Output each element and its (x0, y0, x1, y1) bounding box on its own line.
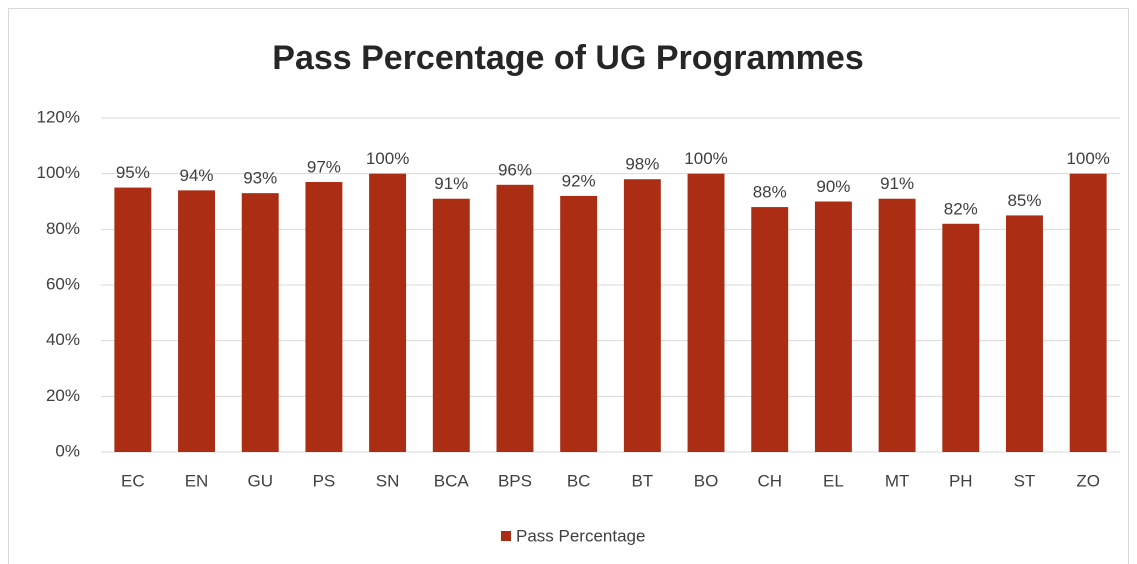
data-label: 96% (498, 160, 532, 179)
x-tick-label: BO (694, 471, 719, 490)
data-label: 88% (753, 183, 787, 202)
bar (878, 198, 916, 452)
bar (751, 207, 789, 452)
bar (114, 187, 152, 453)
x-tick-label: SN (376, 471, 400, 490)
y-tick-label: 20% (46, 386, 80, 405)
x-tick-label: BCA (434, 471, 470, 490)
bar (942, 223, 980, 452)
data-label: 100% (366, 149, 409, 168)
legend-label: Pass Percentage (516, 526, 645, 545)
x-tick-label: EC (121, 471, 145, 490)
x-tick-label: BC (567, 471, 591, 490)
bar (814, 201, 852, 452)
data-label: 85% (1007, 191, 1041, 210)
y-tick-label: 120% (37, 107, 80, 126)
data-label: 92% (562, 171, 596, 190)
x-tick-label: BT (631, 471, 653, 490)
bar (305, 182, 343, 452)
data-label: 90% (816, 177, 850, 196)
legend-swatch (501, 531, 511, 541)
x-tick-label: ZO (1076, 471, 1100, 490)
data-label: 95% (116, 163, 150, 182)
data-label: 91% (880, 174, 914, 193)
x-tick-label: MT (885, 471, 910, 490)
x-tick-label: EL (823, 471, 844, 490)
bar (623, 179, 661, 452)
bar (178, 190, 216, 452)
x-tick-label: PH (949, 471, 973, 490)
x-tick-label: GU (247, 471, 273, 490)
data-label: 82% (944, 199, 978, 218)
data-label: 94% (180, 166, 214, 185)
data-label: 98% (625, 155, 659, 174)
data-label: 91% (434, 174, 468, 193)
bar (241, 193, 279, 452)
data-label: 100% (684, 149, 727, 168)
bar (687, 173, 725, 452)
y-tick-label: 100% (37, 163, 80, 182)
bar (1005, 215, 1043, 452)
bar (496, 184, 534, 453)
x-tick-label: CH (757, 471, 782, 490)
x-tick-label: PS (313, 471, 336, 490)
x-tick-label: ST (1014, 471, 1036, 490)
y-tick-label: 40% (46, 330, 80, 349)
bar (432, 198, 470, 452)
y-tick-label: 60% (46, 274, 80, 293)
data-label: 97% (307, 158, 341, 177)
chart-title: Pass Percentage of UG Programmes (272, 39, 863, 77)
x-tick-label: BPS (498, 471, 532, 490)
data-label: 93% (243, 169, 277, 188)
y-tick-label: 80% (46, 219, 80, 238)
bar (1069, 173, 1107, 452)
x-tick-label: EN (185, 471, 209, 490)
bar (369, 173, 407, 452)
data-label: 100% (1066, 149, 1109, 168)
y-tick-label: 0% (55, 441, 80, 460)
bar (560, 195, 598, 452)
